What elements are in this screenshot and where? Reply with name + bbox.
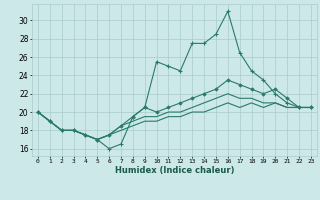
- X-axis label: Humidex (Indice chaleur): Humidex (Indice chaleur): [115, 166, 234, 175]
